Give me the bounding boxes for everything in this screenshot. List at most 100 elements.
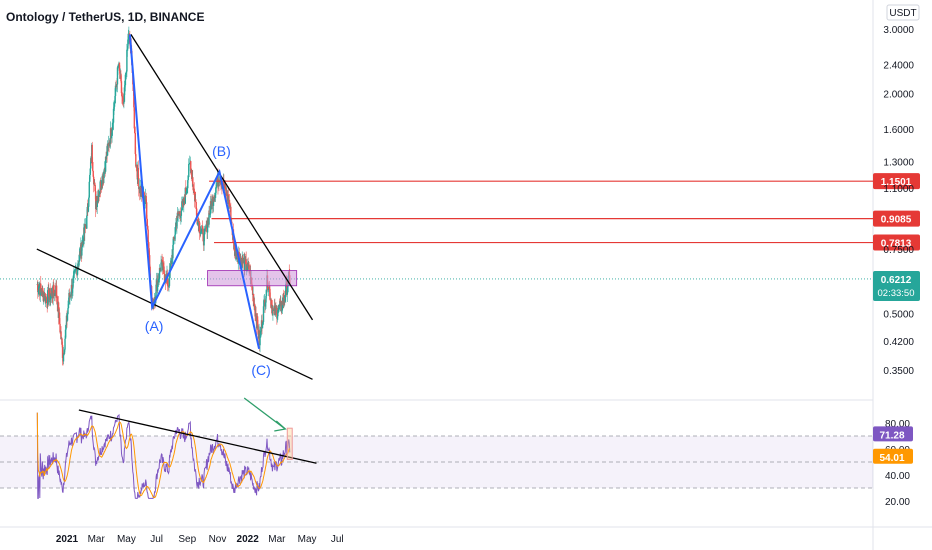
candle-body — [234, 245, 236, 257]
candle-body — [280, 300, 282, 302]
candle-body — [115, 84, 118, 87]
candle-body — [56, 296, 58, 302]
candle-body — [204, 228, 206, 230]
candle-body — [84, 224, 87, 227]
candle-body — [172, 244, 174, 259]
candle-body — [215, 184, 218, 188]
time-tick-label: Nov — [209, 534, 227, 545]
candle-body — [102, 175, 104, 184]
candle-body — [287, 285, 289, 288]
candle-body — [284, 295, 286, 299]
candle-body — [186, 188, 188, 190]
candle-body — [244, 257, 246, 261]
candle-countdown: 02:33:50 — [878, 288, 915, 299]
candle-body — [265, 295, 267, 303]
candle-body — [262, 306, 265, 322]
candle-body — [195, 199, 197, 202]
candle-body — [38, 288, 40, 291]
candle-body — [281, 300, 284, 311]
candle-body — [179, 211, 181, 215]
candle-body — [50, 293, 52, 296]
candle-body — [197, 220, 199, 223]
candle-body — [160, 259, 163, 263]
candle-body — [62, 352, 65, 362]
candle-body — [155, 284, 157, 297]
candle-body — [186, 188, 188, 192]
time-tick-label: Mar — [88, 534, 106, 545]
candle-body — [147, 229, 149, 242]
candle-body — [270, 299, 273, 309]
candle-body — [67, 304, 70, 309]
candle-body — [99, 181, 102, 190]
candle-body — [89, 174, 91, 182]
candle-body — [113, 106, 115, 109]
candle-body — [110, 135, 113, 139]
candle-body — [77, 266, 79, 269]
candle-body — [284, 297, 286, 299]
candle-body — [46, 290, 49, 305]
currency-badge[interactable] — [886, 4, 920, 21]
candle-body — [276, 316, 279, 319]
candle-body — [255, 313, 257, 322]
candle-body — [92, 170, 94, 177]
candle-body — [81, 247, 83, 256]
candle-body — [125, 71, 128, 74]
candle-body — [76, 268, 79, 276]
candle-body — [103, 169, 105, 179]
candle-body — [272, 309, 275, 311]
candle-body — [183, 197, 185, 206]
candle-body — [229, 204, 231, 209]
candle-body — [108, 141, 111, 146]
candle-body — [123, 101, 125, 104]
candle-body — [213, 200, 215, 202]
time-tick-label: Mar — [268, 534, 286, 545]
candle-body — [90, 158, 92, 169]
candle-body — [111, 129, 113, 136]
price-tick-label: 3.0000 — [883, 25, 914, 36]
candle-body — [77, 266, 80, 267]
rsi-line — [36, 412, 291, 499]
candle-body — [183, 197, 186, 202]
wave-label: (B) — [212, 143, 231, 159]
candle-body — [117, 64, 120, 67]
candle-body — [52, 284, 55, 293]
candle-body — [40, 288, 42, 293]
candle-body — [83, 227, 85, 245]
candle-body — [228, 200, 231, 205]
candle-body — [189, 163, 191, 164]
candle-body — [147, 241, 150, 249]
candle-body — [47, 289, 50, 303]
candle-body — [84, 224, 86, 234]
candle-body — [178, 214, 180, 216]
candle-body — [158, 268, 161, 279]
price-tick-label: 0.3500 — [883, 366, 914, 377]
wave-label: (C) — [251, 362, 270, 378]
time-tick-label: May — [298, 534, 317, 545]
price-tick-label: 0.7500 — [883, 245, 914, 256]
candle-body — [223, 180, 225, 188]
candle-body — [279, 304, 281, 308]
candle-body — [51, 290, 53, 297]
candle-body — [265, 290, 268, 296]
candle-body — [54, 290, 56, 294]
candle-body — [40, 283, 42, 289]
candle-body — [208, 213, 210, 225]
candle-body — [100, 187, 102, 190]
price-pane — [0, 26, 873, 366]
candle-body — [177, 212, 180, 216]
candle-body — [148, 248, 150, 256]
candle-body — [67, 308, 69, 314]
resistance-price-badge — [873, 173, 920, 190]
candle-body — [93, 176, 95, 185]
time-tick-label: 2022 — [237, 534, 260, 545]
candle-body — [88, 181, 90, 198]
candle-body — [37, 284, 39, 293]
candle-body — [126, 48, 129, 50]
candle-body — [252, 293, 255, 307]
candle-body — [117, 66, 119, 68]
candle-body — [118, 62, 121, 71]
candle-body — [78, 261, 80, 267]
candle-body — [203, 228, 206, 234]
candle-body — [168, 285, 170, 288]
candle-body — [89, 168, 91, 175]
